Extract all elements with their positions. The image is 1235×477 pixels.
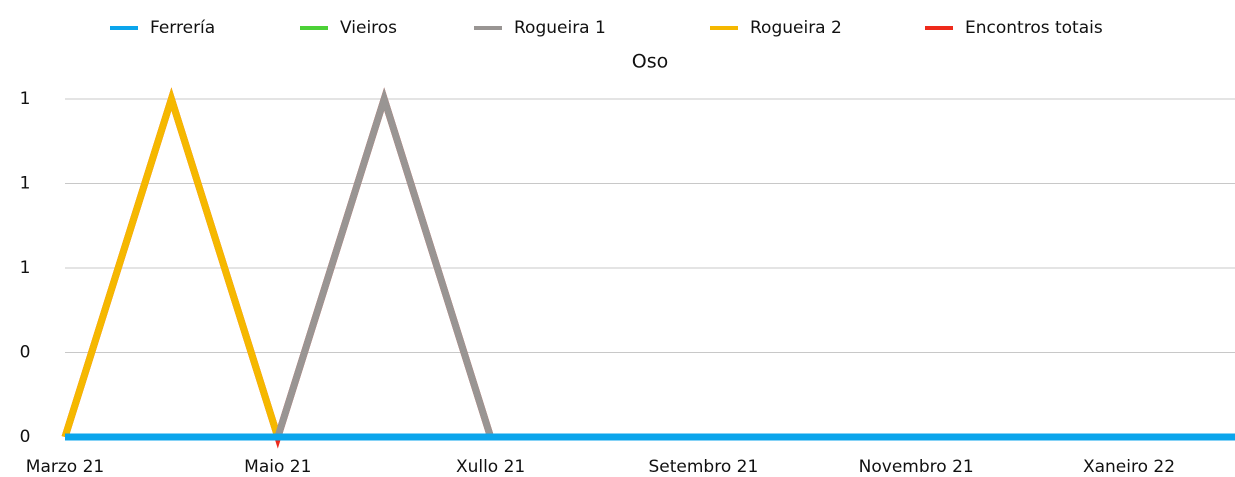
x-tick-label: Setembro 21 xyxy=(649,457,759,477)
legend-label: Rogueira 1 xyxy=(514,18,606,38)
legend-label: Vieiros xyxy=(340,18,397,38)
legend-label: Encontros totais xyxy=(965,18,1103,38)
y-tick-label: 0 xyxy=(20,427,31,447)
chart-title: Oso xyxy=(632,51,668,73)
x-tick-label: Maio 21 xyxy=(244,457,311,477)
x-tick-label: Xaneiro 22 xyxy=(1083,457,1175,477)
y-tick-label: 0 xyxy=(20,343,31,363)
x-tick-label: Xullo 21 xyxy=(456,457,525,477)
y-tick-label: 1 xyxy=(20,174,31,194)
x-tick-label: Marzo 21 xyxy=(26,457,104,477)
y-tick-label: 1 xyxy=(20,258,31,278)
legend-label: Ferrería xyxy=(150,18,215,38)
y-tick-label: 1 xyxy=(20,89,31,109)
legend-label: Rogueira 2 xyxy=(750,18,842,38)
x-tick-label: Novembro 21 xyxy=(859,457,974,477)
